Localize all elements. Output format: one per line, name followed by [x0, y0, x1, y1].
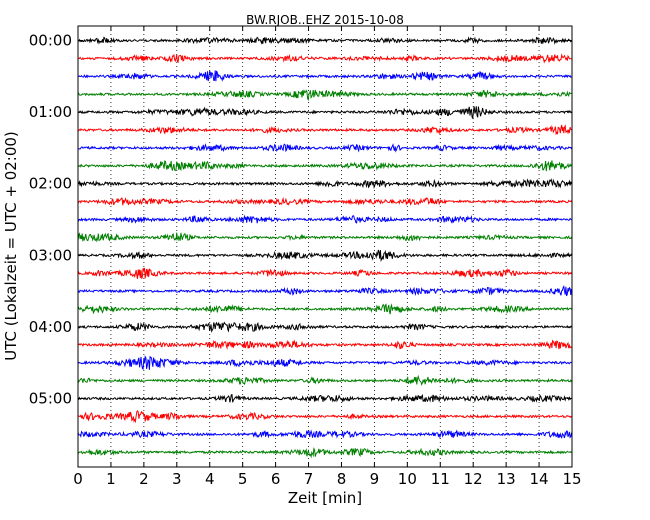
trace-row-0100	[77, 106, 572, 120]
trace-row-0215	[77, 196, 572, 206]
trace-row-0430	[77, 355, 572, 370]
x-tick-label: 1	[106, 470, 116, 488]
x-tick-label: 4	[205, 470, 215, 488]
plot-frame	[77, 25, 573, 468]
x-tick-label: 9	[370, 470, 380, 488]
vertical-grid	[110, 26, 540, 467]
x-tick-label: 5	[238, 470, 248, 488]
x-tick-label: 12	[464, 470, 483, 488]
x-axis-label: Zeit [min]	[288, 489, 362, 507]
trace-row-0030	[77, 70, 572, 82]
y-tick-label: 00:00	[29, 32, 72, 50]
trace-row-0415	[77, 339, 572, 350]
x-tick-label: 2	[139, 470, 149, 488]
x-tick-label: 13	[497, 470, 516, 488]
trace-row-0400	[77, 321, 572, 333]
trace-row-0130	[77, 143, 572, 153]
y-axis-label: UTC (Lokalzeit = UTC + 02:00)	[2, 131, 20, 361]
trace-row-0115	[77, 124, 572, 136]
trace-row-0345	[77, 303, 572, 315]
x-tick-label: 8	[337, 470, 347, 488]
x-axis-ticks: 0 1 2 3 4 5 6 7 8 9 10 11 12 13 14 15	[73, 26, 582, 488]
chart-title: BW.RJOB..EHZ 2015-10-08	[246, 13, 404, 27]
y-axis-ticks: 00:00 01:00 02:00 03:00 04:00 05:00	[29, 32, 572, 408]
trace-row-0315	[77, 267, 572, 279]
y-tick-label: 04:00	[29, 318, 72, 336]
trace-row-0230	[77, 214, 572, 224]
trace-row-0515	[77, 410, 572, 424]
y-tick-label: 03:00	[29, 246, 72, 264]
y-tick-label: 05:00	[29, 390, 72, 408]
x-tick-label: 0	[73, 470, 83, 488]
x-tick-label: 14	[530, 470, 549, 488]
x-tick-label: 11	[431, 470, 450, 488]
x-tick-label: 15	[562, 470, 581, 488]
trace-row-0200	[77, 178, 572, 190]
x-tick-label: 6	[271, 470, 281, 488]
x-tick-label: 3	[172, 470, 182, 488]
seismogram-traces	[77, 36, 572, 459]
trace-row-0330	[77, 285, 572, 297]
trace-row-0245	[77, 232, 572, 243]
trace-row-0445	[77, 374, 572, 387]
trace-row-0045	[77, 89, 572, 102]
trace-row-0500	[77, 393, 572, 403]
trace-row-0530	[77, 429, 572, 439]
trace-row-0015	[77, 53, 572, 64]
trace-row-0000	[77, 36, 572, 45]
y-tick-label: 02:00	[29, 175, 72, 193]
trace-row-0145	[77, 160, 572, 172]
y-tick-label: 01:00	[29, 103, 72, 121]
x-tick-label: 7	[304, 470, 314, 488]
trace-row-0545	[77, 447, 572, 459]
x-tick-label: 10	[398, 470, 417, 488]
trace-row-0300	[77, 249, 572, 262]
